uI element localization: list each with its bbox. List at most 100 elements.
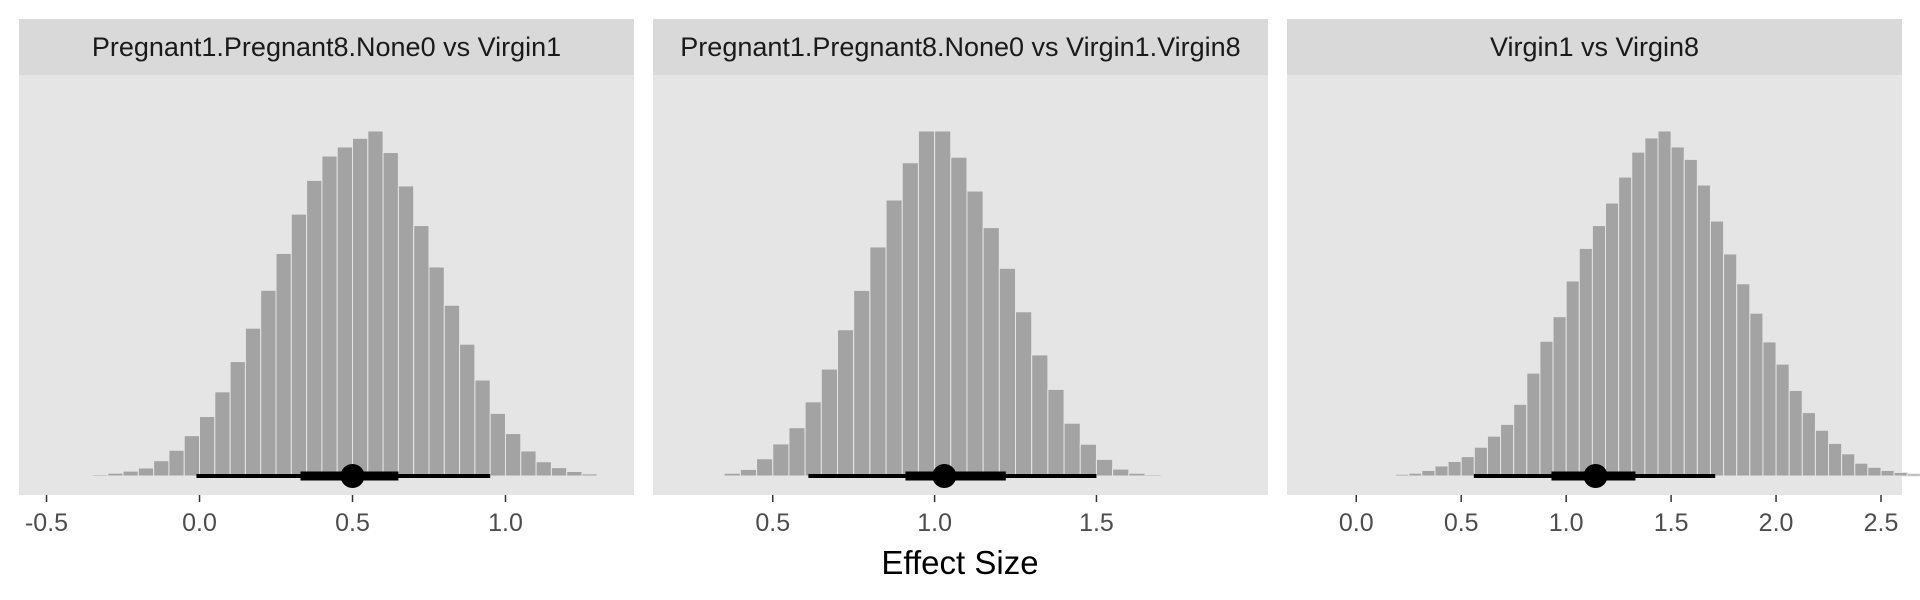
x-tick-label: 2.0 [1759,509,1794,537]
histogram-bar [1434,465,1449,477]
histogram-bar [1539,340,1554,477]
histogram-bar [520,450,537,477]
histogram-bar [1382,474,1397,477]
histogram-bar [917,130,936,477]
histogram-bar [1696,184,1711,477]
facet-2: Pregnant1.Pregnant8.None0 vs Virgin1.Vir… [653,19,1268,537]
histogram-bar [260,289,277,477]
histogram-bar [199,416,216,477]
histogram-bar [1670,146,1685,477]
histogram-bar [550,467,568,477]
histogram-bar [998,267,1017,477]
histogram-bar [1618,176,1633,477]
histogram-bar [869,246,887,477]
histogram-bar [122,470,139,477]
histogram-bar [804,401,822,477]
point-estimate [932,464,957,488]
histogram-bar [982,227,1000,477]
facets: Pregnant1.Pregnant8.None0 vs Virgin1 -0.5… [19,19,1920,537]
histogram-bar [214,391,231,477]
histogram-bar [91,474,109,477]
histogram-bar [966,190,984,477]
histogram-bar [1063,422,1081,477]
histogram-bar [1591,225,1607,477]
histogram-bar [1112,468,1130,477]
histogram-bar [229,361,246,477]
histogram-bar [1906,473,1920,477]
facet-3: Virgin1 vs Virgin8 0.0 0.5 1.0 1.5 2.0 2.5 [1287,19,1920,537]
histogram-bar [489,412,506,477]
histogram-bar [1095,458,1114,477]
histogram-bar [474,379,491,477]
histogram-bar [1144,474,1162,477]
histogram-bar [739,468,758,477]
histogram-bar [1723,253,1738,477]
histogram-bar [183,435,201,477]
histogram-bar [1473,446,1488,477]
x-tick-label: 2.5 [1864,509,1899,537]
point-estimate [1583,464,1608,488]
histogram-bar [1762,341,1777,477]
x-tick-label: 0.5 [335,509,370,537]
histogram-bar [788,427,806,477]
histogram-bar [1460,456,1475,477]
histogram-bar [1775,363,1790,477]
histogram-bar [934,130,952,477]
x-tick-label: -0.5 [25,509,68,537]
histogram-bar [1657,130,1672,477]
x-tick-label: 0.5 [1444,509,1479,537]
histogram-bar [581,473,598,477]
histogram-bar [367,130,384,477]
histogram-bar [428,266,445,477]
histogram-bar [1788,389,1803,477]
histogram-bar [1421,469,1436,477]
histogram-bar [950,156,968,477]
histogram-bar [885,199,903,477]
x-axis-title: Effect Size [881,544,1038,581]
histogram-bar [1128,472,1146,477]
histogram-bar [1079,443,1097,477]
x-tick-label: 0.0 [1339,509,1374,537]
facet-strip [653,19,1268,75]
histogram-bar [1500,423,1515,477]
x-tick-label: 1.0 [488,509,523,537]
histogram-bar [1047,388,1065,477]
histogram-bar [1631,151,1646,477]
histogram-bar [459,343,476,477]
histogram-bar [107,472,124,477]
histogram-bar [397,185,415,477]
histogram-bar [853,289,871,477]
histogram-bar [1486,435,1502,477]
histogram-bar [837,329,855,477]
histogram-bar [901,162,919,477]
histogram-bar [1015,311,1033,477]
histogram-bar [596,474,614,477]
histogram-bar [1193,474,1211,477]
histogram-bar [1605,202,1620,477]
histogram-bar [306,179,323,477]
histogram-bar [1880,469,1895,477]
histogram-bar [1644,137,1659,477]
facet-strip [1287,19,1902,75]
histogram-bar [321,155,338,477]
histogram-bar [1709,220,1725,477]
histogram-bar [1447,460,1462,477]
histogram-bar [707,474,725,477]
histogram-bar [290,213,308,477]
histogram-bar [1801,412,1816,477]
facet-title: Virgin1 vs Virgin8 [1490,32,1699,62]
histogram-bar [1867,466,1882,477]
histogram-bar [1552,316,1567,477]
histogram-bar [1828,442,1843,477]
histogram-bar [1814,429,1830,477]
histogram-bar [382,152,399,477]
histogram-bar [1408,472,1423,477]
histogram-bar [1395,473,1410,477]
histogram-bar [1736,283,1751,477]
x-tick-label: 0.5 [755,509,790,537]
histogram-bar [1841,453,1856,477]
histogram-bar [1854,462,1869,477]
histogram-bar [772,443,790,477]
histogram-bar [1160,474,1178,477]
